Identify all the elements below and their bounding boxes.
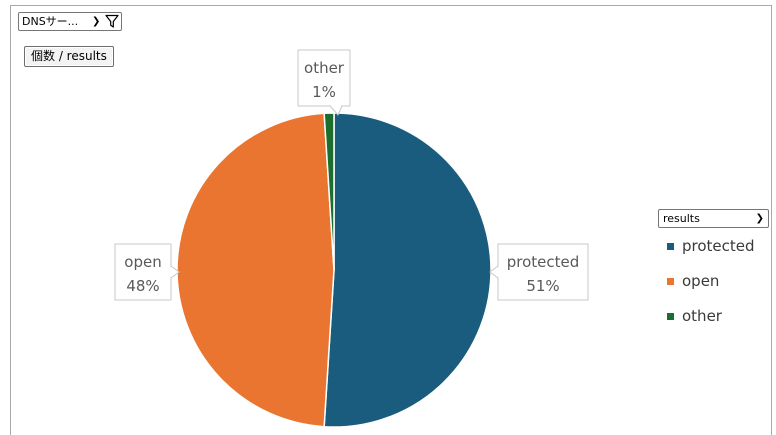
legend-swatch xyxy=(667,313,674,320)
chevron-down-icon: ❯ xyxy=(92,16,101,27)
pie-slice-other[interactable] xyxy=(323,112,335,271)
series-field-dropdown[interactable]: results ❯ xyxy=(658,209,769,228)
legend-swatch xyxy=(667,243,674,250)
series-field-label: results xyxy=(663,212,700,225)
data-label-protected: protected 51% xyxy=(489,243,589,301)
data-label-percent: 51% xyxy=(526,277,559,295)
pie-slice-open[interactable] xyxy=(176,112,335,428)
data-label-category: protected xyxy=(507,253,580,271)
data-label-percent: 1% xyxy=(312,83,336,101)
data-label-category: other xyxy=(304,59,345,77)
legend-swatch xyxy=(667,278,674,285)
pie-slice-protected[interactable] xyxy=(323,112,492,428)
chevron-down-icon: ❯ xyxy=(755,213,764,224)
funnel-icon[interactable] xyxy=(105,14,119,29)
data-label-category: open xyxy=(124,253,161,271)
data-label-open: open 48% xyxy=(114,243,180,301)
filter-field-label: DNSサー... xyxy=(22,15,79,28)
legend-label: open xyxy=(682,272,720,290)
legend-label: protected xyxy=(682,237,755,255)
filter-field-dropdown[interactable]: DNSサー... ❯ xyxy=(18,12,122,31)
data-label-percent: 48% xyxy=(126,277,159,295)
legend-label: other xyxy=(682,307,722,325)
value-field-button[interactable]: 個数 / results xyxy=(24,46,114,67)
value-field-label: 個数 / results xyxy=(31,49,107,63)
data-label-other: other 1% xyxy=(297,49,351,116)
